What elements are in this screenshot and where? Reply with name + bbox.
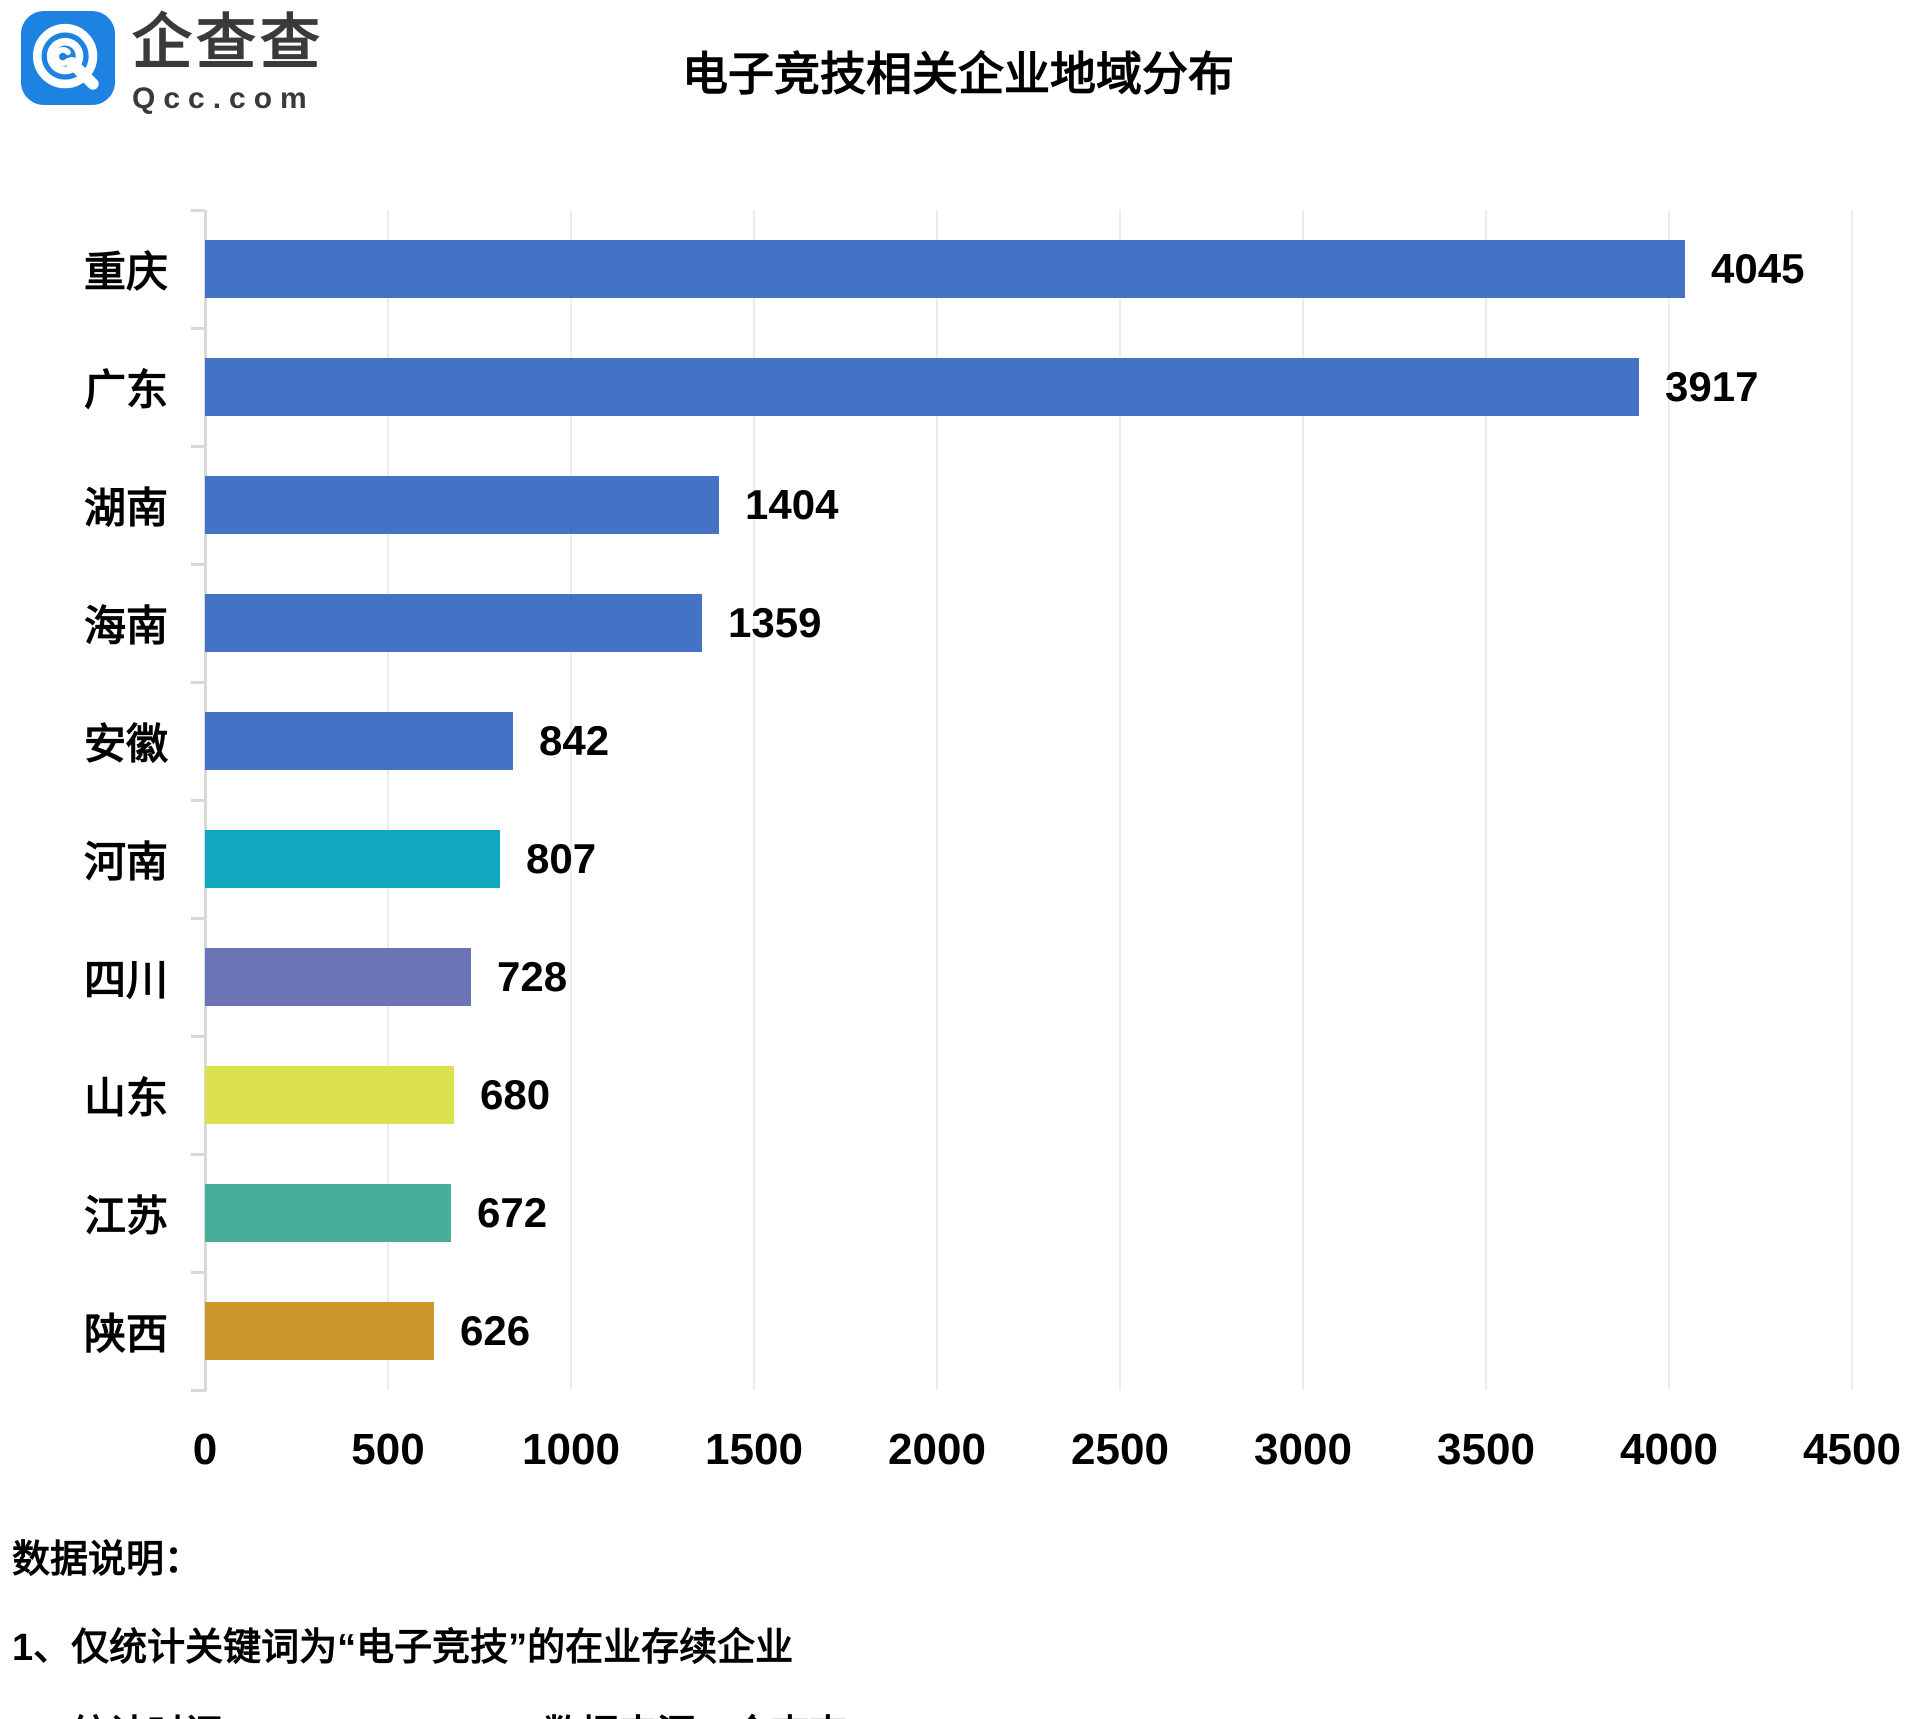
x-axis-tick-label: 3500 [1437,1425,1535,1474]
axis-tick-mark [191,1271,205,1274]
gridline [1485,210,1487,1390]
bar-value-label: 4045 [1711,245,1805,292]
axis-tick-mark [191,209,205,212]
gridline [1302,210,1304,1390]
axis-tick-mark [191,1035,205,1038]
bar [205,1184,451,1242]
bar-value-label: 672 [477,1189,548,1236]
bar-value-label: 680 [480,1071,551,1118]
x-axis-tick-label: 1000 [522,1425,620,1474]
category-axis-line [204,210,207,1392]
axis-tick-mark [191,799,205,802]
gridline [570,210,572,1390]
gridline [1119,210,1121,1390]
bar-chart: 0 500 1000 1500 2000 2500 3000 3500 4000 4500 重庆 40… [83,209,1901,1474]
footnote-data-source: 3、数据来源：企查查 [484,1714,847,1719]
gridline [753,210,755,1390]
x-axis-tick-label: 3000 [1254,1425,1352,1474]
footnote-stat-time: 2、统计时间2020/12/22 [12,1714,413,1719]
chart-title: 电子竞技相关企业地域分布 [682,48,1234,100]
bar [205,594,702,652]
bar-value-label: 842 [539,717,610,764]
axis-tick-mark [191,563,205,566]
axis-tick-mark [191,917,205,920]
brand-domain: Qcc.com [132,82,315,115]
category-label: 重庆 [83,248,168,296]
brand-text: 企查查 Qcc.com [132,10,324,116]
category-label: 山东 [83,1074,168,1122]
bar-value-label: 3917 [1665,363,1759,410]
brand-name: 企查查 [132,9,324,76]
bar [205,830,500,888]
x-axis-tick-label: 2500 [1071,1425,1169,1474]
axis-tick-mark [191,1153,205,1156]
x-axis-tick-label: 1500 [705,1425,803,1474]
x-axis-tick-label: 0 [192,1425,218,1474]
footnote-line-2: 2、统计时间2020/12/22 3、数据来源：企查查 [12,1703,1902,1719]
brand-header: 企查查 Qcc.com [20,10,324,116]
bar-value-label: 728 [497,953,568,1000]
bar [205,240,1685,298]
footnotes: 数据说明： 1、仅统计关键词为“电子竞技”的在业存续企业 2、统计时间2020/… [12,1528,1902,1719]
qcc-logo-icon [20,10,116,106]
bar [205,712,513,770]
category-label: 陕西 [83,1310,168,1358]
category-label: 安徽 [83,720,168,768]
gridline [1668,210,1670,1390]
x-axis-tick-label: 2000 [888,1425,986,1474]
gridline [936,210,938,1390]
bar [205,948,471,1006]
bar-value-label: 626 [460,1307,531,1354]
bar-value-label: 1359 [728,599,822,646]
axis-tick-mark [191,445,205,448]
x-axis-tick-label: 500 [351,1425,425,1474]
footnote-heading: 数据说明： [12,1539,203,1581]
axis-tick-mark [191,681,205,684]
axis-tick-mark [191,327,205,330]
bar-value-label: 807 [526,835,597,882]
category-label: 江苏 [83,1192,168,1240]
category-label: 湖南 [83,484,168,532]
category-label: 广东 [83,366,168,414]
bar [205,358,1639,416]
footnote-line-1: 1、仅统计关键词为“电子竞技”的在业存续企业 [12,1627,794,1669]
bar-value-label: 1404 [745,481,839,528]
category-label: 海南 [83,602,168,650]
bar [205,1066,454,1124]
bar [205,1302,434,1360]
x-axis-tick-label: 4000 [1620,1425,1718,1474]
category-label: 河南 [83,838,168,886]
x-axis-tick-label: 4500 [1803,1425,1901,1474]
bar [205,476,719,534]
category-label: 四川 [83,956,168,1004]
gridline [1851,210,1853,1390]
axis-tick-mark [191,1389,205,1392]
gridline [387,210,389,1390]
